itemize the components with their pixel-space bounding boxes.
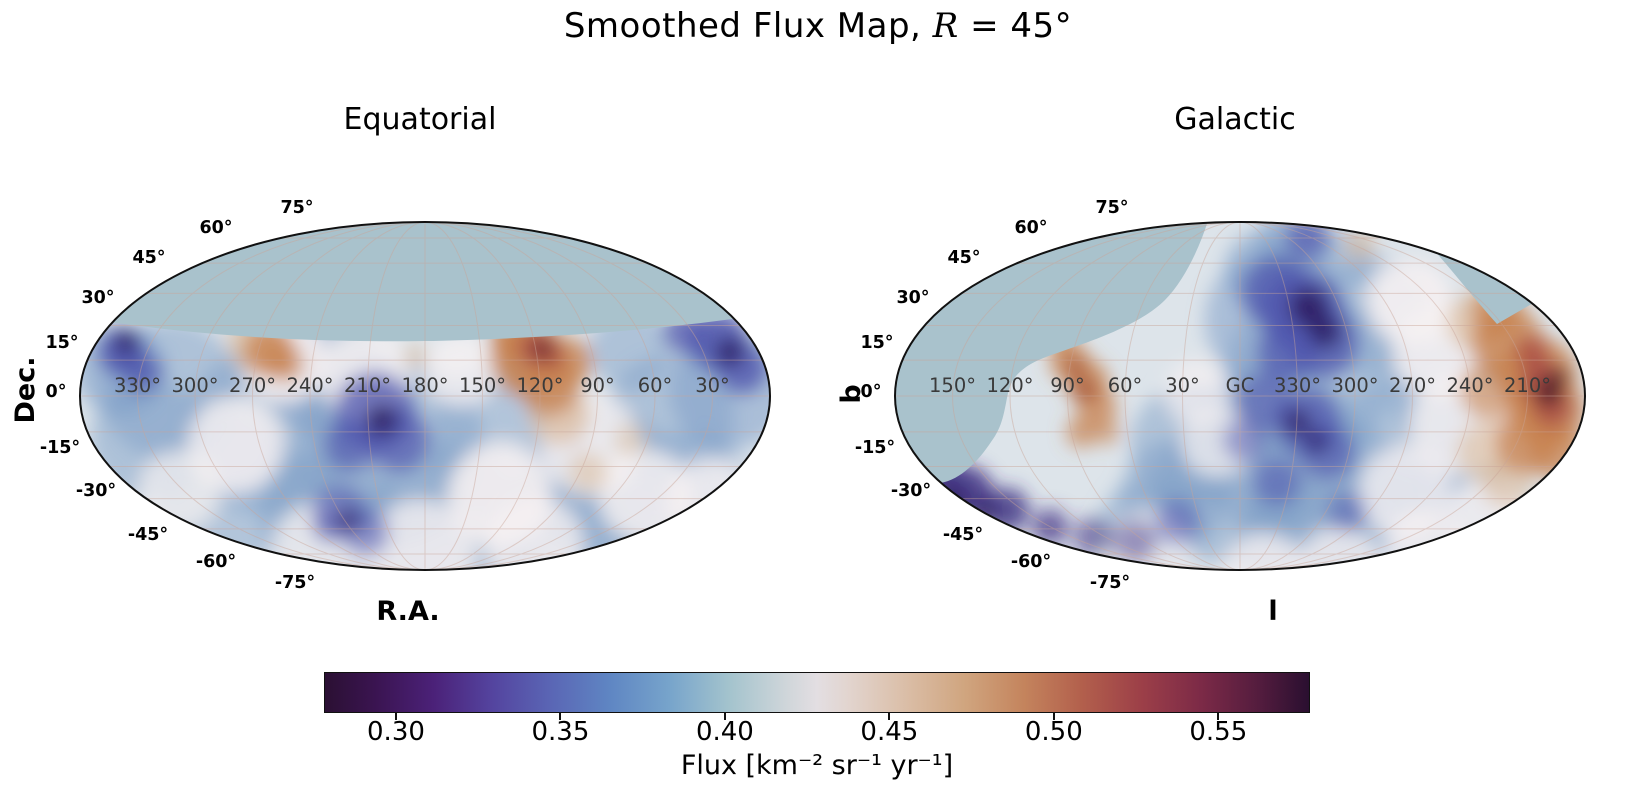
equatorial-map-area — [80, 222, 770, 570]
galactic-sky-map: 150° 120° 90° 60° 30° GC 330° 300° 270° 240° 210° 7… — [845, 190, 1625, 610]
graticule — [80, 222, 770, 570]
equatorial-sky-map: 330° 300° 270° 240° 210° 180° 150° 120° 90° 60° 30… — [30, 190, 810, 610]
lat-tick-label: -15° — [855, 438, 895, 458]
colorbar-tickmark — [1217, 713, 1220, 720]
galactic-map-svg: 150° 120° 90° 60° 30° GC 330° 300° 270° 240° 210° 7… — [855, 198, 1586, 593]
colorbar — [324, 672, 1310, 713]
lat-tick-label: -60° — [196, 552, 236, 572]
lat-tick-label: -45° — [943, 525, 983, 545]
colorbar-tick-label: 0.40 — [695, 717, 754, 747]
lat-tick-label: -30° — [76, 481, 116, 501]
flux-texture — [80, 310, 770, 570]
lat-tick-label: 30° — [896, 288, 929, 308]
lon-label: 150° — [459, 374, 506, 397]
lon-label: 60° — [638, 374, 673, 397]
lat-tick-label: 0° — [46, 382, 67, 402]
lon-label: 150° — [929, 374, 976, 397]
lon-label: 180° — [402, 374, 449, 397]
map-outline — [894, 221, 1586, 571]
lon-label: 120° — [517, 374, 564, 397]
lat-tick-label: -45° — [128, 525, 168, 545]
x-axis-label-l: l — [1268, 596, 1278, 627]
lon-label: 240° — [287, 374, 334, 397]
colorbar-tick-label: 0.55 — [1189, 717, 1248, 747]
figure-title-text: Smoothed Flux Map, — [563, 6, 933, 46]
panel-title-equatorial: Equatorial — [343, 102, 497, 137]
figure-title: Smoothed Flux Map, R = 45° — [0, 6, 1636, 46]
lat-tick-label: 30° — [81, 288, 114, 308]
lon-label: 120° — [987, 374, 1034, 397]
lon-label: 330° — [1274, 374, 1321, 397]
figure-title-value: = 45° — [958, 6, 1073, 46]
equatorial-map-svg: 330° 300° 270° 240° 210° 180° 150° 120° 90° 60° 30… — [40, 198, 771, 593]
lon-label: 240° — [1447, 374, 1494, 397]
lat-tick-label: -75° — [1090, 573, 1130, 593]
colorbar-tick-label: 0.45 — [860, 717, 919, 747]
lon-label: 90° — [580, 374, 615, 397]
colorbar-tickmark — [723, 713, 726, 720]
panel-title-galactic: Galactic — [1174, 102, 1296, 137]
lat-tick-label: 45° — [947, 248, 980, 268]
lat-tick-label: -30° — [891, 481, 931, 501]
map-outline — [79, 221, 771, 571]
lon-label: 210° — [1504, 374, 1551, 397]
lat-tick-label: 75° — [280, 198, 313, 218]
lon-label: 330° — [114, 374, 161, 397]
lat-tick-label: 75° — [1095, 198, 1128, 218]
lon-label: 300° — [172, 374, 219, 397]
lat-tick-label: 15° — [45, 333, 78, 353]
lat-tick-label: -15° — [40, 438, 80, 458]
lon-label: 270° — [1389, 374, 1436, 397]
colorbar-tickmark — [394, 713, 397, 720]
colorbar-tick-label: 0.50 — [1024, 717, 1083, 747]
colorbar-tick-label: 0.30 — [367, 717, 425, 747]
colorbar-tickmark — [888, 713, 891, 720]
lat-tick-label: 15° — [860, 333, 893, 353]
masked-region — [80, 222, 770, 342]
lat-tick-label: 0° — [861, 382, 882, 402]
lon-label: GC — [1226, 374, 1255, 397]
galactic-map-area — [895, 222, 1585, 570]
lat-tick-label: -60° — [1011, 552, 1051, 572]
x-axis-label-ra: R.A. — [376, 596, 440, 627]
lon-label: 210° — [344, 374, 391, 397]
colorbar-label: Flux [km⁻² sr⁻¹ yr⁻¹] — [680, 750, 954, 781]
lat-tick-label: -75° — [275, 573, 315, 593]
lon-label: 30° — [1165, 374, 1200, 397]
colorbar-tickmark — [1052, 713, 1055, 720]
lon-label: 30° — [695, 374, 730, 397]
lon-label: 270° — [229, 374, 276, 397]
lon-label: 90° — [1050, 374, 1085, 397]
lon-label: 60° — [1108, 374, 1143, 397]
figure-title-variable: R — [932, 6, 959, 46]
lat-tick-label: 60° — [199, 218, 232, 238]
lat-tick-label: 45° — [132, 248, 165, 268]
colorbar-tick-label: 0.35 — [531, 717, 590, 747]
colorbar-tickmark — [559, 713, 562, 720]
lon-label: 300° — [1332, 374, 1379, 397]
lat-tick-label: 60° — [1014, 218, 1047, 238]
